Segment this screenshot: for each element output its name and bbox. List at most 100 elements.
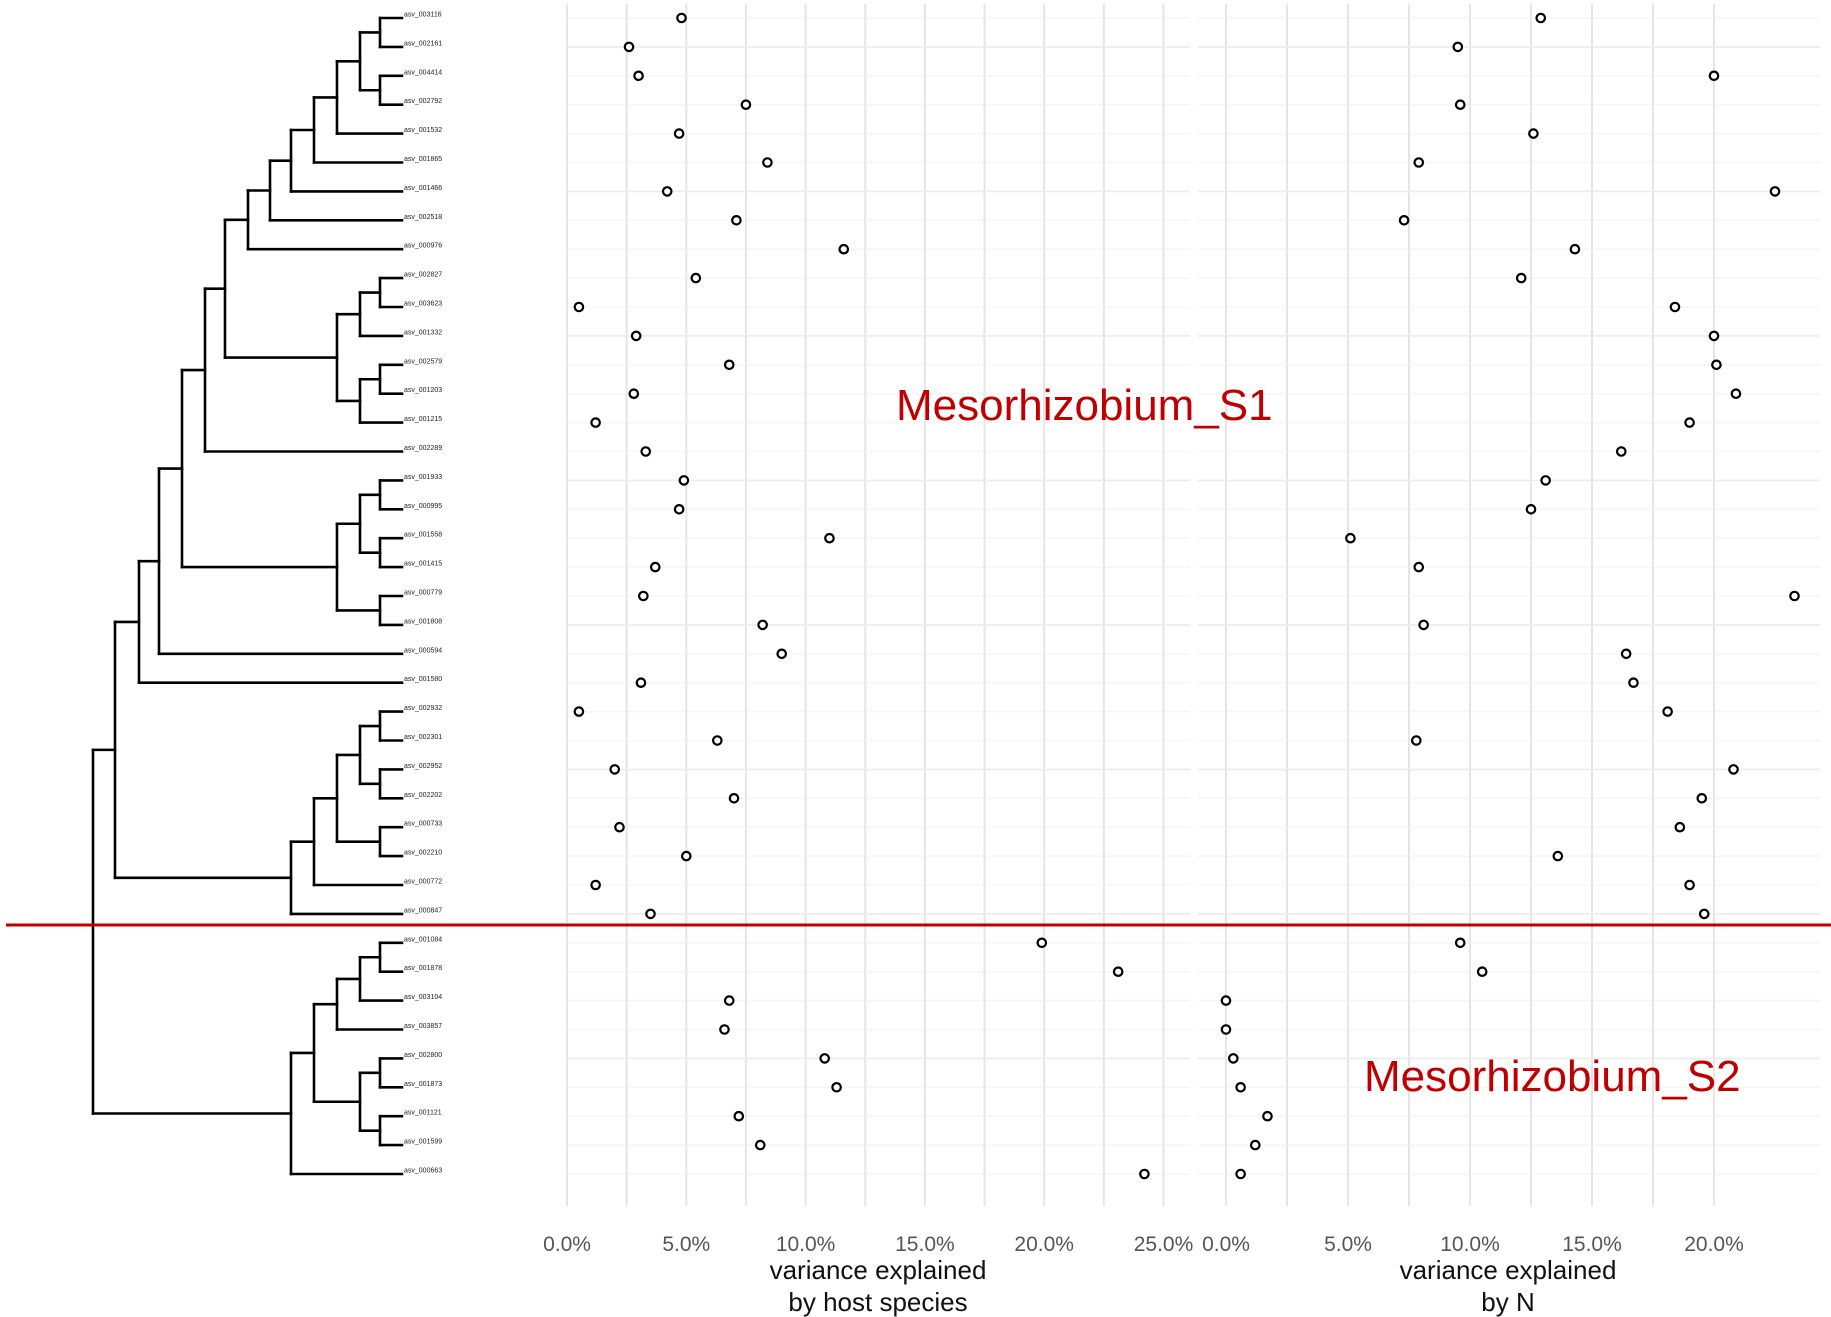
data-point [614, 821, 625, 833]
x-tick-label: 25.0% [1134, 1233, 1194, 1256]
tip-label: asv_001415 [404, 561, 442, 568]
x-tick-label: 15.0% [1562, 1233, 1622, 1256]
tip-label: asv_002827 [404, 272, 442, 279]
data-point [757, 619, 768, 631]
tip-label: asv_001332 [404, 329, 442, 336]
panel-host-species: 0.0% 5.0% 10.0% 15.0% 20.0% 25.0% [543, 4, 1193, 1256]
data-point [638, 590, 649, 602]
x-axis-title-n-line1: variance explained [1400, 1255, 1617, 1285]
data-point [640, 446, 652, 457]
data-point [1528, 128, 1539, 139]
x-tick-label: 0.0% [1202, 1233, 1250, 1256]
data-point [1454, 937, 1466, 949]
data-point [1708, 70, 1720, 82]
data-point [1669, 301, 1681, 313]
x-tick-label: 10.0% [776, 1233, 836, 1256]
data-point [712, 735, 723, 746]
tip-label: asv_003116 [404, 12, 442, 19]
tip-label: asv_001558 [404, 532, 442, 539]
data-point [1452, 41, 1464, 53]
tip-label: asv_002301 [404, 734, 442, 741]
data-point [1684, 417, 1695, 428]
data-point [628, 388, 640, 399]
data-point [1615, 446, 1627, 457]
tip-label: asv_002579 [404, 358, 442, 365]
data-point [1413, 157, 1425, 168]
data-point [635, 677, 647, 688]
tip-label: asv_001865 [404, 156, 442, 163]
x-tick-label: 10.0% [1440, 1233, 1500, 1256]
data-point [1708, 330, 1720, 342]
data-point [1620, 648, 1632, 660]
data-point [1552, 850, 1564, 862]
data-point [740, 99, 752, 110]
data-point [678, 475, 690, 486]
data-point [1228, 1053, 1239, 1064]
data-point [1235, 1168, 1246, 1180]
data-point [1698, 908, 1710, 920]
tip-label: asv_001878 [404, 965, 442, 972]
data-point [676, 12, 687, 24]
x-tick-label: 20.0% [1684, 1233, 1744, 1256]
data-point [1515, 272, 1527, 284]
data-point [673, 128, 685, 139]
data-point [1262, 1110, 1273, 1122]
data-point [690, 272, 702, 284]
data-point [623, 41, 635, 53]
tip-label: asv_004414 [404, 69, 442, 76]
data-point [573, 301, 585, 313]
data-point [824, 532, 835, 544]
tip-label: asv_002289 [404, 445, 442, 452]
data-point [1789, 590, 1800, 602]
x-axis-title-n-line2: by N [1481, 1287, 1534, 1317]
data-point [831, 1082, 842, 1093]
data-point [819, 1053, 830, 1064]
tip-label: asv_001203 [404, 387, 442, 394]
data-point [1728, 764, 1739, 775]
data-point [1569, 243, 1581, 255]
tip-label: asv_002800 [404, 1052, 442, 1059]
data-point [590, 879, 601, 891]
x-axis-title-host-line2: by host species [788, 1287, 967, 1317]
data-point [838, 243, 850, 255]
tip-label: asv_002202 [404, 792, 442, 799]
data-point [1525, 503, 1537, 515]
x-tick-label: 15.0% [895, 1233, 955, 1256]
tip-label: asv_000594 [404, 647, 442, 654]
tip-label: asv_000733 [404, 821, 442, 828]
data-point [590, 417, 601, 428]
data-point [776, 648, 788, 660]
data-point [723, 995, 735, 1006]
tip-label: asv_002932 [404, 705, 442, 712]
tip-label: asv_001121 [404, 1110, 442, 1117]
data-point [673, 503, 685, 515]
data-point [733, 1110, 745, 1122]
data-point [1220, 995, 1232, 1006]
data-point [731, 215, 742, 226]
data-point [1418, 619, 1429, 631]
data-point [1696, 792, 1708, 804]
x-tick-label: 20.0% [1014, 1233, 1074, 1256]
tip-label: asv_001466 [404, 185, 442, 192]
tip-label: asv_002952 [404, 763, 442, 770]
tip-label: asv_000779 [404, 590, 442, 597]
data-point [762, 157, 773, 168]
data-point [630, 330, 642, 342]
data-point [1345, 532, 1356, 544]
data-point [1235, 1082, 1246, 1093]
data-point [1476, 966, 1488, 977]
tip-label: asv_000847 [404, 907, 442, 914]
data-point [1684, 879, 1695, 891]
tip-label: asv_003104 [404, 994, 442, 1001]
data-point [728, 792, 740, 804]
data-point [723, 359, 735, 371]
x-tick-label: 5.0% [662, 1233, 710, 1256]
tip-label: asv_003857 [404, 1023, 442, 1030]
tip-label: asv_002161 [404, 40, 442, 47]
data-point [1036, 937, 1048, 949]
data-point [1411, 735, 1422, 746]
data-point [661, 186, 673, 197]
tip-label: asv_001580 [404, 676, 442, 683]
data-point [1535, 12, 1547, 24]
